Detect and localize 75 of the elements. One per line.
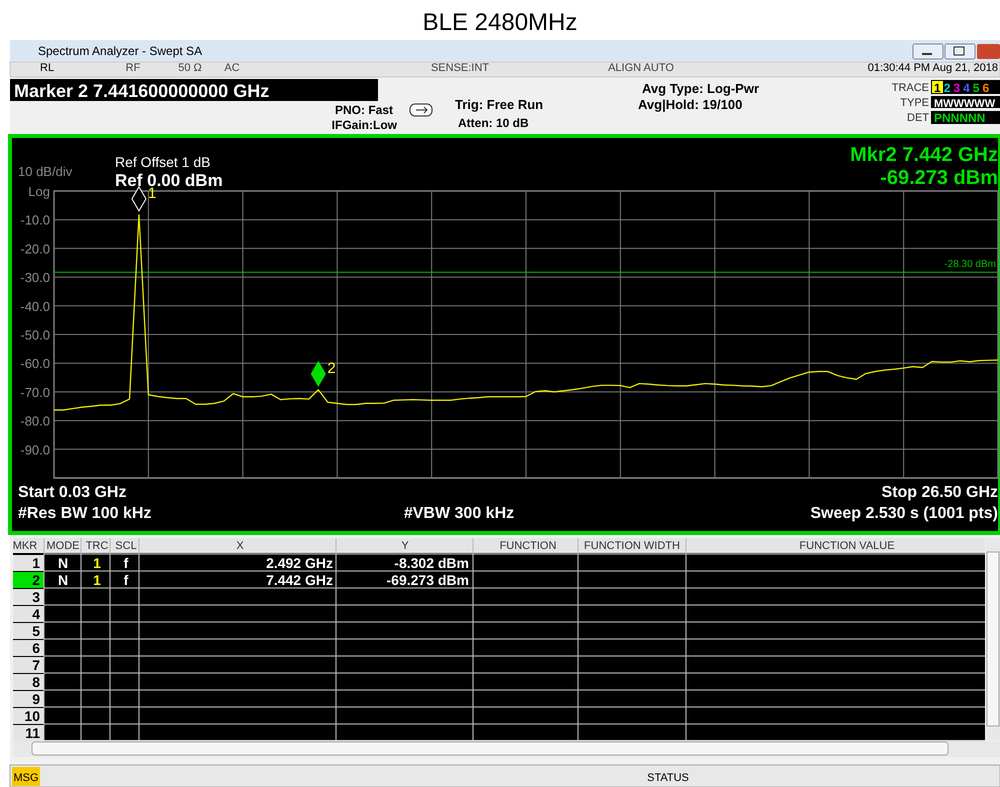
text: Ref Offset 1 dB (115, 154, 210, 170)
text: 1 (93, 555, 102, 571)
ref-line-label: -28.30 dBm (944, 259, 996, 270)
text: Sweep 2.530 s (1001 pts) (810, 505, 998, 522)
y-tick-label: Log (28, 184, 50, 199)
text: 1 (93, 572, 102, 588)
text: MKR (12, 540, 38, 552)
text: Atten: 10 dB (458, 116, 530, 130)
text: FUNCTION VALUE (799, 540, 895, 552)
text: STATUS (647, 772, 689, 784)
text: 8 (32, 674, 40, 690)
text: Start 0.03 GHz (18, 484, 126, 501)
text: -69.273 dBm (880, 167, 998, 189)
text: 6 (32, 640, 40, 656)
text: Trig: Free Run (455, 97, 544, 112)
text: f (124, 555, 129, 571)
text: PNO: Fast (334, 103, 393, 117)
text: 4 (32, 606, 40, 622)
text: -69.273 dBm (386, 572, 469, 588)
y-tick-label: -10.0 (20, 212, 50, 228)
text: 5 (32, 623, 40, 639)
y-tick-label: -70.0 (20, 384, 50, 400)
y-tick-label: -30.0 (20, 270, 50, 286)
text: 50 Ω (178, 62, 202, 74)
text: Avg|Hold: 19/100 (638, 97, 742, 112)
text: 7.442 GHz (266, 572, 333, 588)
y-tick-label: -20.0 (20, 241, 50, 256)
line-series (53, 214, 999, 411)
text: f (124, 572, 129, 588)
text: 3 (32, 589, 40, 605)
text: PNNNNN (934, 111, 986, 125)
y-tick-label: -60.0 (20, 356, 50, 372)
text: Marker 2 7.441600000000 GHz (14, 81, 270, 101)
text: Avg Type: Log-Pwr (642, 81, 759, 96)
text: Mkr2 7.442 GHz (850, 144, 998, 166)
text: FUNCTION (500, 540, 556, 552)
text: 7 (32, 657, 40, 673)
text: 10 (24, 708, 40, 724)
text: 11 (25, 725, 40, 741)
text: 9 (32, 691, 40, 707)
text: ALIGN AUTO (608, 62, 674, 74)
text: SCL (115, 540, 137, 552)
text: MODE (46, 540, 80, 552)
text: Spectrum Analyzer - Swept SA (38, 44, 202, 58)
text: 2.492 GHz (266, 555, 333, 571)
text: AC (224, 62, 240, 74)
text: Y (401, 540, 410, 552)
text: X (236, 540, 244, 552)
text: RL (40, 62, 54, 74)
text: 01:30:44 PM Aug 21, 2018 (868, 62, 998, 74)
text: #Res BW 100 kHz (18, 505, 152, 522)
text: FUNCTION WIDTH (584, 540, 680, 552)
text: Stop 26.50 GHz (882, 484, 998, 501)
text: TRC (86, 540, 108, 552)
text: #VBW 300 kHz (404, 505, 514, 522)
text: MWWWWW (934, 98, 996, 110)
text: 1 (32, 555, 40, 571)
y-tick-label: -50.0 (20, 328, 50, 342)
text: SENSE:INT (430, 62, 490, 74)
text: 10 dB/div (18, 164, 73, 179)
text: TYPE (900, 97, 929, 109)
text: -8.302 dBm (394, 555, 469, 571)
text: RF (126, 62, 141, 74)
y-tick-label: -40.0 (20, 298, 50, 314)
text: TRACE (892, 82, 929, 94)
chart-title: BLE 2480MHz (422, 9, 578, 36)
text: MSG (13, 772, 39, 784)
annotation: 2 (327, 360, 336, 377)
text: N (58, 572, 68, 588)
y-tick-label: -90.0 (20, 442, 50, 458)
y-tick-label: -80.0 (20, 414, 50, 429)
text: N (58, 555, 68, 571)
text: DET (907, 112, 930, 124)
text: 2 (32, 572, 40, 588)
text: IFGain:Low (332, 118, 398, 132)
